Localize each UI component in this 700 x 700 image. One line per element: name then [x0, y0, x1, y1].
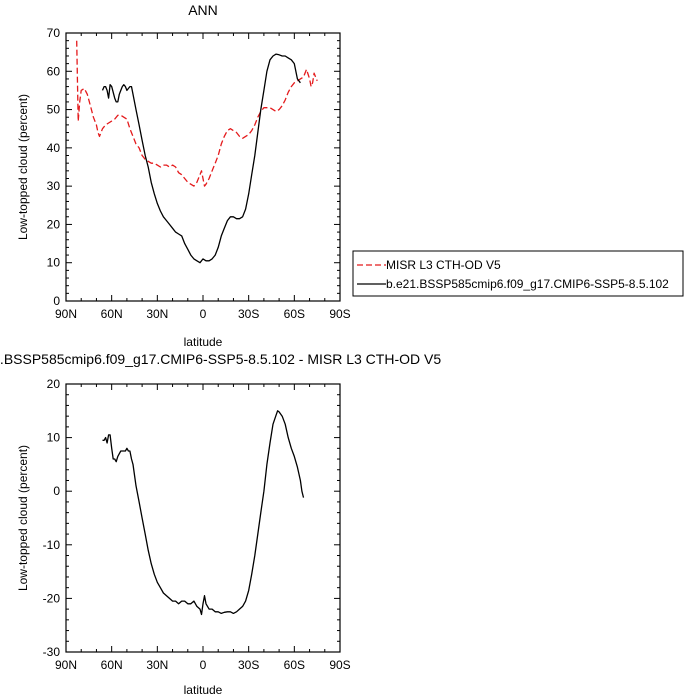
top-plot-frame	[65, 32, 341, 302]
x-tick-label: 30S	[238, 307, 259, 321]
x-tick-label: 90N	[55, 307, 77, 321]
x-tick-label: 90S	[329, 658, 350, 672]
y-tick-label: 20	[47, 217, 61, 231]
y-tick-label: 50	[47, 103, 61, 117]
bottom-y-axis-label: Low-topped cloud (percent)	[16, 445, 30, 591]
bottom-title: b.e21.BSSP585cmip6.f09_g17.CMIP6-SSP5-8.…	[0, 351, 441, 367]
series-line-misr	[76, 40, 318, 187]
legend-box	[352, 250, 684, 297]
y-tick-label: 10	[47, 256, 61, 270]
x-tick-label: 60S	[284, 307, 305, 321]
legend-label-misr: MISR L3 CTH-OD V5	[386, 258, 501, 272]
bottom-y-axis: -30 -20 -10 0 10 20	[43, 377, 340, 659]
y-tick-label: 10	[47, 431, 61, 445]
x-tick-label: 30N	[146, 307, 168, 321]
x-tick-label: 60N	[101, 307, 123, 321]
y-tick-label: -30	[43, 645, 61, 659]
top-y-axis-label: Low-topped cloud (percent)	[16, 94, 30, 240]
x-tick-label: 60S	[284, 658, 305, 672]
y-tick-label: 40	[47, 141, 61, 155]
legend-label-model: b.e21.BSSP585cmip6.f09_g17.CMIP6-SSP5-8.…	[386, 277, 669, 291]
y-tick-label: -20	[43, 591, 61, 605]
bottom-plot-frame	[65, 383, 341, 653]
top-x-axis-label: latitude	[184, 335, 223, 349]
top-title: ANN	[188, 2, 218, 18]
y-tick-label: -10	[43, 538, 61, 552]
bottom-plot-area	[102, 410, 305, 616]
x-tick-label: 30S	[238, 658, 259, 672]
series-line-model	[102, 410, 305, 616]
top-plot-area	[76, 40, 318, 264]
y-tick-label: 0	[53, 294, 60, 308]
top-y-axis: 0 10 20 30 40 50 60 70	[47, 26, 340, 308]
x-tick-label: 0	[200, 307, 207, 321]
y-tick-label: 60	[47, 64, 61, 78]
bottom-x-axis-label: latitude	[184, 683, 223, 697]
x-tick-label: 0	[200, 658, 207, 672]
x-tick-label: 90S	[329, 307, 350, 321]
bottom-x-axis: 90N 60N 30N 0 30S 60S 90S	[55, 384, 351, 672]
y-tick-label: 20	[47, 377, 61, 391]
y-tick-label: 30	[47, 179, 61, 193]
y-tick-label: 70	[47, 26, 61, 40]
legend: MISR L3 CTH-OD V5 b.e21.BSSP585cmip6.f09…	[352, 250, 684, 297]
panel-top: ANN 90N 60N 30N 0 30S 60S 90S 010203040506070 …	[16, 2, 351, 349]
top-x-axis: 90N 60N 30N 0 30S 60S 90S	[55, 33, 351, 321]
x-tick-label: 30N	[146, 658, 168, 672]
series-line-model	[101, 53, 301, 264]
y-tick-label: 0	[53, 484, 60, 498]
x-tick-label: 90N	[55, 658, 77, 672]
panel-bottom: b.e21.BSSP585cmip6.f09_g17.CMIP6-SSP5-8.…	[0, 351, 441, 697]
x-tick-label: 60N	[101, 658, 123, 672]
